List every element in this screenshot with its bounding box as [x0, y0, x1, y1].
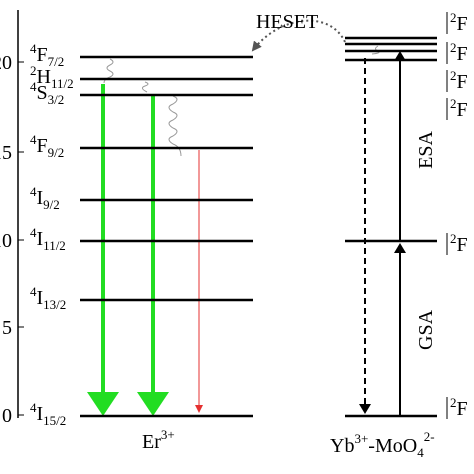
label-part: 7/2: [48, 54, 65, 69]
level-label: 4I9/2: [30, 184, 60, 212]
tick-label: 10: [0, 230, 12, 252]
gsa-label: GSA: [415, 309, 437, 350]
heset-label: HESET: [256, 11, 318, 33]
yb-arrows: [251, 19, 406, 416]
er-arrows: [87, 58, 203, 416]
label-part: S: [37, 82, 48, 104]
label-part: 4: [417, 445, 424, 460]
esa-label: ESA: [415, 131, 437, 169]
tick-label: 0: [2, 405, 12, 427]
label-part: 2: [450, 96, 457, 111]
yb-label: Yb3+-MoO42-: [330, 429, 435, 460]
label-part: Yb: [330, 435, 354, 457]
level-label: 2F: [450, 68, 468, 93]
label-part: 2: [450, 231, 457, 246]
label-part: 11/2: [51, 76, 74, 91]
tick-label: 20: [0, 52, 12, 74]
label-part: 4: [30, 79, 37, 94]
level-label: 4I13/2: [30, 284, 66, 312]
label-part: 4: [30, 184, 37, 199]
label-part: I: [37, 228, 44, 250]
tick-label: 5: [2, 317, 12, 339]
level-label: 4I11/2: [30, 225, 66, 253]
label-part: 2: [450, 40, 457, 55]
label-part: 2: [450, 10, 457, 25]
level-label: 4I15/2: [30, 400, 66, 428]
label-part: F: [457, 13, 468, 35]
level-label: 4S3/2: [30, 79, 64, 107]
label-part: 15/2: [43, 413, 66, 428]
label-part: 3/2: [48, 92, 65, 107]
level-label: 2F: [450, 40, 468, 65]
label-part: 4: [30, 225, 37, 240]
label-part: 2: [450, 395, 457, 410]
level-label: 2F: [450, 231, 468, 256]
label-part: F: [457, 234, 468, 256]
label-part: F: [457, 99, 468, 121]
label-part: F: [457, 43, 468, 65]
label-part: 13/2: [43, 297, 66, 312]
label-part: 2-: [424, 429, 435, 444]
label-part: I: [37, 187, 44, 209]
label-part: Er: [142, 431, 161, 453]
label-part: 3+: [161, 427, 175, 442]
tick-label: 15: [0, 142, 12, 164]
label-part: 4: [30, 41, 37, 56]
label-part: 11/2: [43, 238, 66, 253]
label-part: F: [457, 398, 468, 420]
label-part: 3+: [354, 431, 368, 446]
label-part: I: [37, 287, 44, 309]
level-label: 4F7/2: [30, 41, 64, 69]
label-part: F: [37, 135, 48, 157]
label-part: 9/2: [48, 145, 65, 160]
level-label: 4F9/2: [30, 132, 64, 160]
label-part: 9/2: [43, 197, 60, 212]
label-part: F: [457, 71, 468, 93]
label-part: -MoO: [368, 435, 417, 457]
label-part: I: [37, 403, 44, 425]
label-part: F: [37, 44, 48, 66]
er-label: Er3+: [142, 427, 175, 453]
label-part: H: [37, 66, 51, 88]
label-part: 4: [30, 132, 37, 147]
label-part: 2: [450, 68, 457, 83]
label-part: 4: [30, 284, 37, 299]
level-label: 2F: [450, 10, 468, 35]
label-part: 2: [30, 63, 37, 78]
level-label: 2F: [450, 395, 468, 420]
label-part: 4: [30, 400, 37, 415]
level-label: 2H11/2: [30, 63, 74, 91]
level-label: 2F: [450, 96, 468, 121]
